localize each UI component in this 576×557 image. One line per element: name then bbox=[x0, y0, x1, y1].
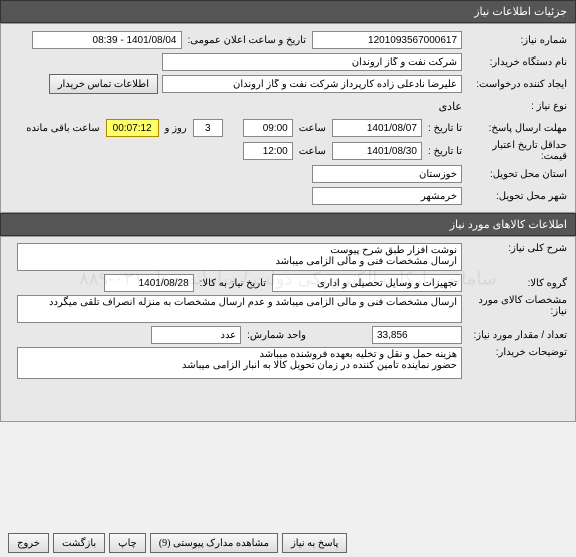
goods-group-label: گروه کالا: bbox=[462, 278, 567, 289]
price-validity-date-field bbox=[332, 142, 422, 160]
need-type-label: نوع نیاز : bbox=[462, 101, 567, 112]
buyer-notes-label: توضیحات خریدار: bbox=[462, 347, 567, 358]
buyer-contact-button[interactable]: اطلاعات تماس خریدار bbox=[49, 74, 158, 94]
general-description-label: شرح کلی نیاز: bbox=[462, 243, 567, 254]
general-description-field bbox=[17, 243, 462, 271]
price-validity-label: حداقل تاریخ اعتبار قیمت: bbox=[462, 140, 567, 162]
unit-label: واحد شمارش: bbox=[241, 330, 312, 341]
days-remaining-field bbox=[193, 119, 223, 137]
countdown-timer: 00:07:12 bbox=[106, 119, 159, 137]
quantity-label: تعداد / مقدار مورد نیاز: bbox=[462, 330, 567, 341]
print-button[interactable]: چاپ bbox=[109, 533, 146, 553]
back-button[interactable]: بازگشت bbox=[53, 533, 105, 553]
to-date-label: تا تاریخ : bbox=[422, 123, 462, 134]
goods-spec-field bbox=[17, 295, 462, 323]
goods-group-field bbox=[272, 274, 462, 292]
time-label-2: ساعت bbox=[293, 146, 332, 157]
buyer-name-field bbox=[162, 53, 462, 71]
footer-toolbar: پاسخ به نیاز مشاهده مدارک پیوستی (9) چاپ… bbox=[8, 533, 568, 553]
buyer-notes-field bbox=[17, 347, 462, 379]
time-label-1: ساعت bbox=[293, 123, 332, 134]
view-attachments-button[interactable]: مشاهده مدارک پیوستی (9) bbox=[150, 533, 278, 553]
response-date-field bbox=[332, 119, 422, 137]
delivery-city-label: شهر محل تحویل: bbox=[462, 191, 567, 202]
price-validity-time-field bbox=[243, 142, 293, 160]
need-number-label: شماره نیاز: bbox=[462, 35, 567, 46]
quantity-field bbox=[372, 326, 462, 344]
goods-spec-label: مشخصات کالای مورد نیاز: bbox=[462, 295, 567, 317]
hours-remaining-label: ساعت باقی مانده bbox=[20, 123, 105, 134]
creator-label: ایجاد کننده درخواست: bbox=[462, 79, 567, 90]
response-deadline-label: مهلت ارسال پاسخ: bbox=[462, 123, 567, 134]
to-date-label-2: تا تاریخ : bbox=[422, 146, 462, 157]
section-header-goods-info: اطلاعات کالاهای مورد نیاز bbox=[0, 213, 576, 236]
announce-datetime-label: تاریخ و ساعت اعلان عمومی: bbox=[182, 35, 313, 46]
announce-datetime-field bbox=[32, 31, 182, 49]
need-number-field bbox=[312, 31, 462, 49]
creator-field bbox=[162, 75, 462, 93]
goods-info-form: شرح کلی نیاز: گروه کالا: تاریخ نیاز به ک… bbox=[0, 236, 576, 422]
delivery-city-field bbox=[312, 187, 462, 205]
unit-field bbox=[151, 326, 241, 344]
delivery-province-label: استان محل تحویل: bbox=[462, 169, 567, 180]
need-type-value: عادی bbox=[439, 100, 462, 113]
buyer-name-label: نام دستگاه خریدار: bbox=[462, 57, 567, 68]
reply-to-need-button[interactable]: پاسخ به نیاز bbox=[282, 533, 348, 553]
need-details-form: شماره نیاز: تاریخ و ساعت اعلان عمومی: نا… bbox=[0, 23, 576, 213]
days-and-label: روز و bbox=[159, 123, 193, 134]
exit-button[interactable]: خروج bbox=[8, 533, 49, 553]
need-by-date-field bbox=[104, 274, 194, 292]
delivery-province-field bbox=[312, 165, 462, 183]
section-header-need-details: جزئیات اطلاعات نیاز bbox=[0, 0, 576, 23]
need-by-date-label: تاریخ نیاز به کالا: bbox=[194, 278, 272, 289]
response-time-field bbox=[243, 119, 293, 137]
